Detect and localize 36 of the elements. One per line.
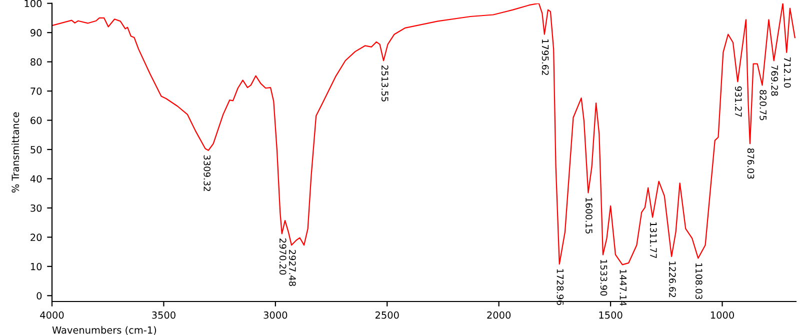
y-tick-label: 10 bbox=[30, 262, 42, 270]
y-tick-label: 50 bbox=[30, 146, 42, 154]
annotation: 3309.32 bbox=[204, 155, 211, 191]
annotation: 820.75 bbox=[760, 90, 767, 120]
annotation: 712.10 bbox=[784, 57, 791, 88]
y-tick-label: 60 bbox=[30, 116, 42, 124]
annotation: 769.28 bbox=[771, 66, 778, 96]
annotation: 876.03 bbox=[747, 148, 754, 179]
y-tick-label: 100 bbox=[24, 0, 42, 8]
x-tick-label: 2000 bbox=[487, 311, 511, 319]
x-tick-label: 3500 bbox=[152, 311, 176, 319]
annotation: 931.27 bbox=[735, 86, 742, 117]
y-tick-label: 80 bbox=[30, 58, 42, 66]
annotation: 2970.20 bbox=[279, 238, 286, 275]
annotation: 1795.62 bbox=[542, 39, 549, 75]
annotation: 1226.62 bbox=[669, 262, 676, 298]
x-tick-label: 3000 bbox=[264, 311, 288, 319]
annotation: 1447.14 bbox=[620, 270, 626, 306]
y-tick-label: 30 bbox=[30, 204, 42, 212]
x-tick-label: 1000 bbox=[710, 311, 734, 319]
y-tick-label: 40 bbox=[30, 175, 42, 183]
annotation: 2513.55 bbox=[381, 65, 388, 102]
annotation: 1600.15 bbox=[586, 198, 592, 234]
x-tick-label: 2500 bbox=[375, 311, 399, 319]
annotation: 2927.48 bbox=[289, 250, 296, 286]
y-tick-label: 0 bbox=[36, 292, 42, 300]
annotation: 1108.03 bbox=[696, 263, 702, 300]
annotation: 1311.77 bbox=[650, 222, 657, 258]
annotation: 1533.90 bbox=[600, 260, 608, 296]
y-tick-label: 70 bbox=[30, 88, 42, 95]
y-tick-label: 90 bbox=[30, 29, 42, 36]
x-axis-title: Wavenumbers (cm-1) bbox=[52, 326, 156, 335]
x-tick-label: 4000 bbox=[40, 311, 64, 319]
x-tick-label: 1500 bbox=[599, 311, 622, 319]
y-axis-title: % Transmittance bbox=[12, 112, 20, 193]
y-tick-label: 20 bbox=[30, 234, 42, 242]
